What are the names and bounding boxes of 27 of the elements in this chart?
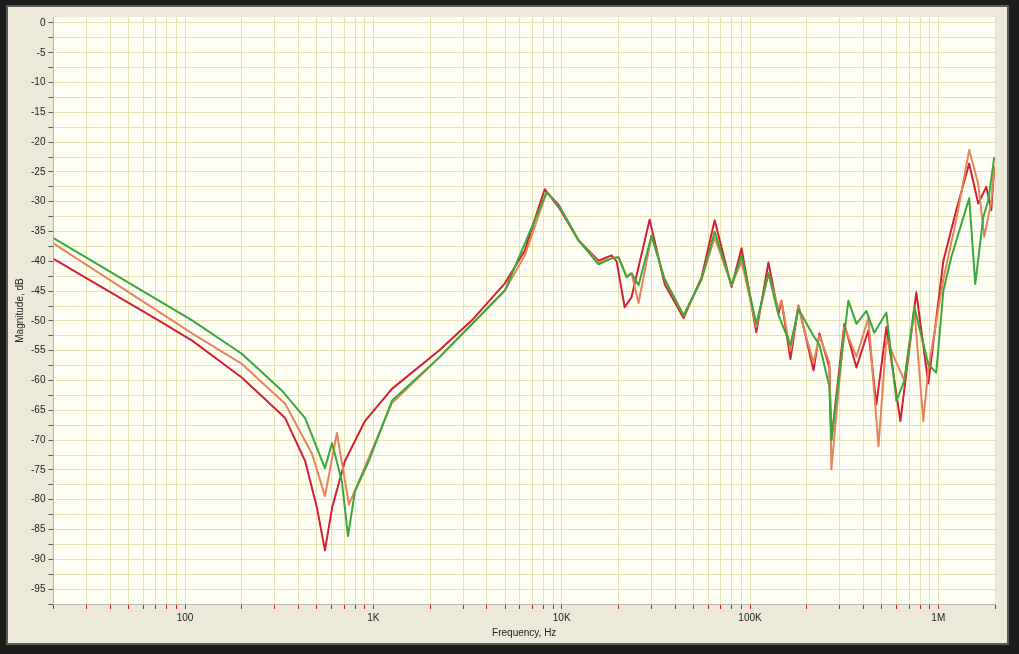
y-tick-label: -40 [31,255,46,267]
y-tick-label: -50 [31,314,46,326]
y-tick-label: -65 [31,404,46,416]
y-tick-label: -80 [31,493,46,505]
y-tick-label: -60 [31,374,46,386]
y-tick-label: -30 [31,195,46,207]
y-tick-label: -95 [31,582,46,594]
y-tick-label: -85 [31,523,46,535]
y-tick-label: -45 [31,284,46,296]
x-tick-label: 10K [552,611,571,623]
y-tick-label: -25 [31,165,46,177]
x-tick-label: 1K [367,611,380,623]
y-tick-label: 0 [39,16,46,28]
y-tick-label: -90 [31,553,46,565]
y-tick-label: -55 [31,344,46,356]
y-tick-label: -5 [36,46,46,58]
y-tick-label: -15 [31,106,46,118]
x-tick-label: 1M [931,611,946,623]
y-tick-label: -70 [31,433,46,445]
y-axis-title: Magnitude, dB [13,277,25,343]
x-tick-label: 100 [176,611,194,623]
x-tick-label: 100K [738,611,763,623]
y-tick-label: -75 [31,463,46,475]
y-tick-label: -20 [31,135,46,147]
x-axis-title: Frequency, Hz [492,626,557,638]
y-tick-label: -35 [31,225,46,237]
y-tick-label: -10 [31,76,46,88]
